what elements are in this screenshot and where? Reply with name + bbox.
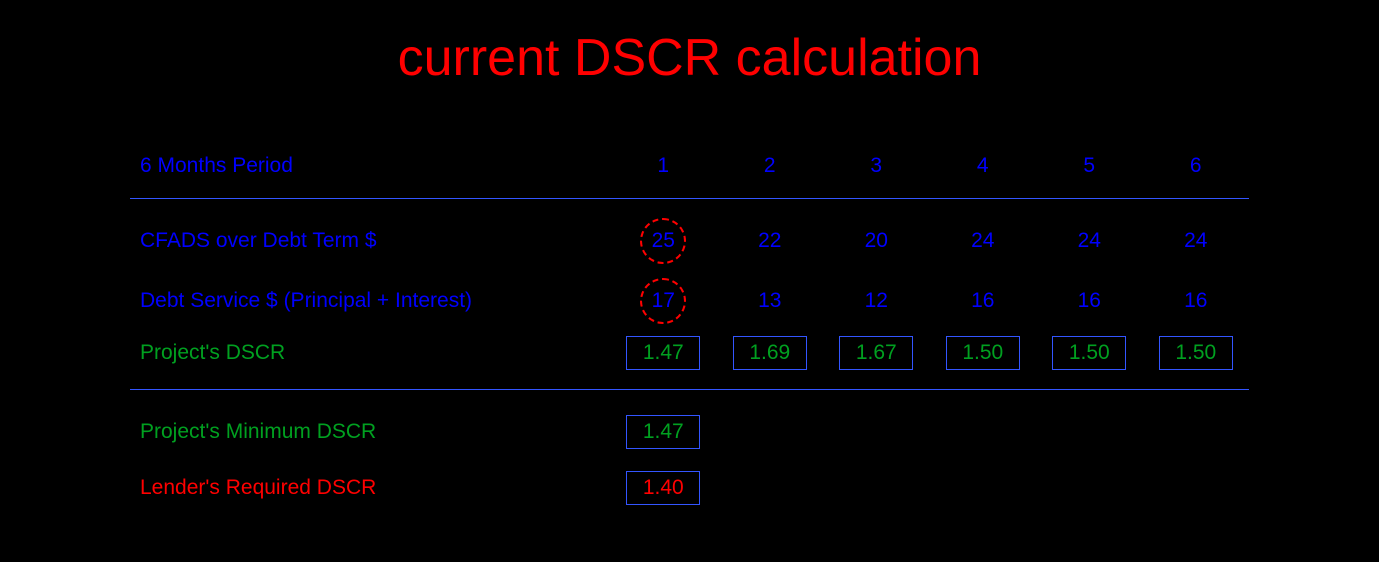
debtservice-cells-cell-1: 17 [610,283,717,319]
cfads-cells-cell-1: 25 [610,223,717,259]
dscr-cells-cell-3: 1.67 [823,335,930,371]
cfads-cells-cell-2: 22 [717,223,824,259]
debtservice-cells-cell-6: 16 [1143,283,1250,319]
debtservice-cells-cell-2: 13 [717,283,824,319]
required-dscr-label: Lender's Required DSCR [130,476,610,500]
dscr-cells-cell-2: 1.69 [717,335,824,371]
debtservice-cells-cell-5: 16 [1036,283,1143,319]
cfads-row: CFADS over Debt Term $ 252220242424 [130,223,1249,259]
debt-service-row: Debt Service $ (Principal + Interest) 17… [130,283,1249,319]
dscr-cells-cell-1: 1.47 [610,335,717,371]
dscr-table-container: current DSCR calculation 6 Months Period… [0,0,1379,506]
dscr-cells-cell-5: 1.50 [1036,335,1143,371]
dscr-table: 6 Months Period 123456 CFADS over Debt T… [130,148,1249,506]
cfads-cells-cell-4: 24 [930,223,1037,259]
header-cells: 123456 [610,148,1249,184]
header-period-2: 2 [717,148,824,184]
debtservice-cells-cell-3: 12 [823,283,930,319]
required-dscr-row: Lender's Required DSCR 1.40 [130,470,1249,506]
dscr-cells-cell-6: 1.50 [1143,335,1250,371]
header-period-6: 6 [1143,148,1250,184]
required-dscr-cells-cell-1: 1.40 [610,470,717,506]
dscr-cells-cell-4: 1.50 [930,335,1037,371]
page-title: current DSCR calculation [130,28,1249,88]
min-dscr-cells: 1.47 [610,414,1249,450]
debt-service-cells: 171312161616 [610,283,1249,319]
min-dscr-label: Project's Minimum DSCR [130,420,610,444]
project-dscr-cells: 1.471.691.671.501.501.50 [610,335,1249,371]
min-dscr-cells-cell-1: 1.47 [610,414,717,450]
min-dscr-row: Project's Minimum DSCR 1.47 [130,414,1249,450]
project-dscr-row: Project's DSCR 1.471.691.671.501.501.50 [130,335,1249,371]
cfads-label: CFADS over Debt Term $ [130,229,610,253]
header-period-3: 3 [823,148,930,184]
project-dscr-label: Project's DSCR [130,341,610,365]
header-period-1: 1 [610,148,717,184]
header-period-4: 4 [930,148,1037,184]
cfads-cells: 252220242424 [610,223,1249,259]
header-period-5: 5 [1036,148,1143,184]
debtservice-cells-cell-4: 16 [930,283,1037,319]
header-row: 6 Months Period 123456 [130,148,1249,199]
cfads-cells-cell-5: 24 [1036,223,1143,259]
cfads-cells-cell-3: 20 [823,223,930,259]
header-label: 6 Months Period [130,154,610,178]
required-dscr-cells: 1.40 [610,470,1249,506]
cfads-cells-cell-6: 24 [1143,223,1250,259]
summary-separator [130,389,1249,394]
debt-service-label: Debt Service $ (Principal + Interest) [130,289,610,313]
